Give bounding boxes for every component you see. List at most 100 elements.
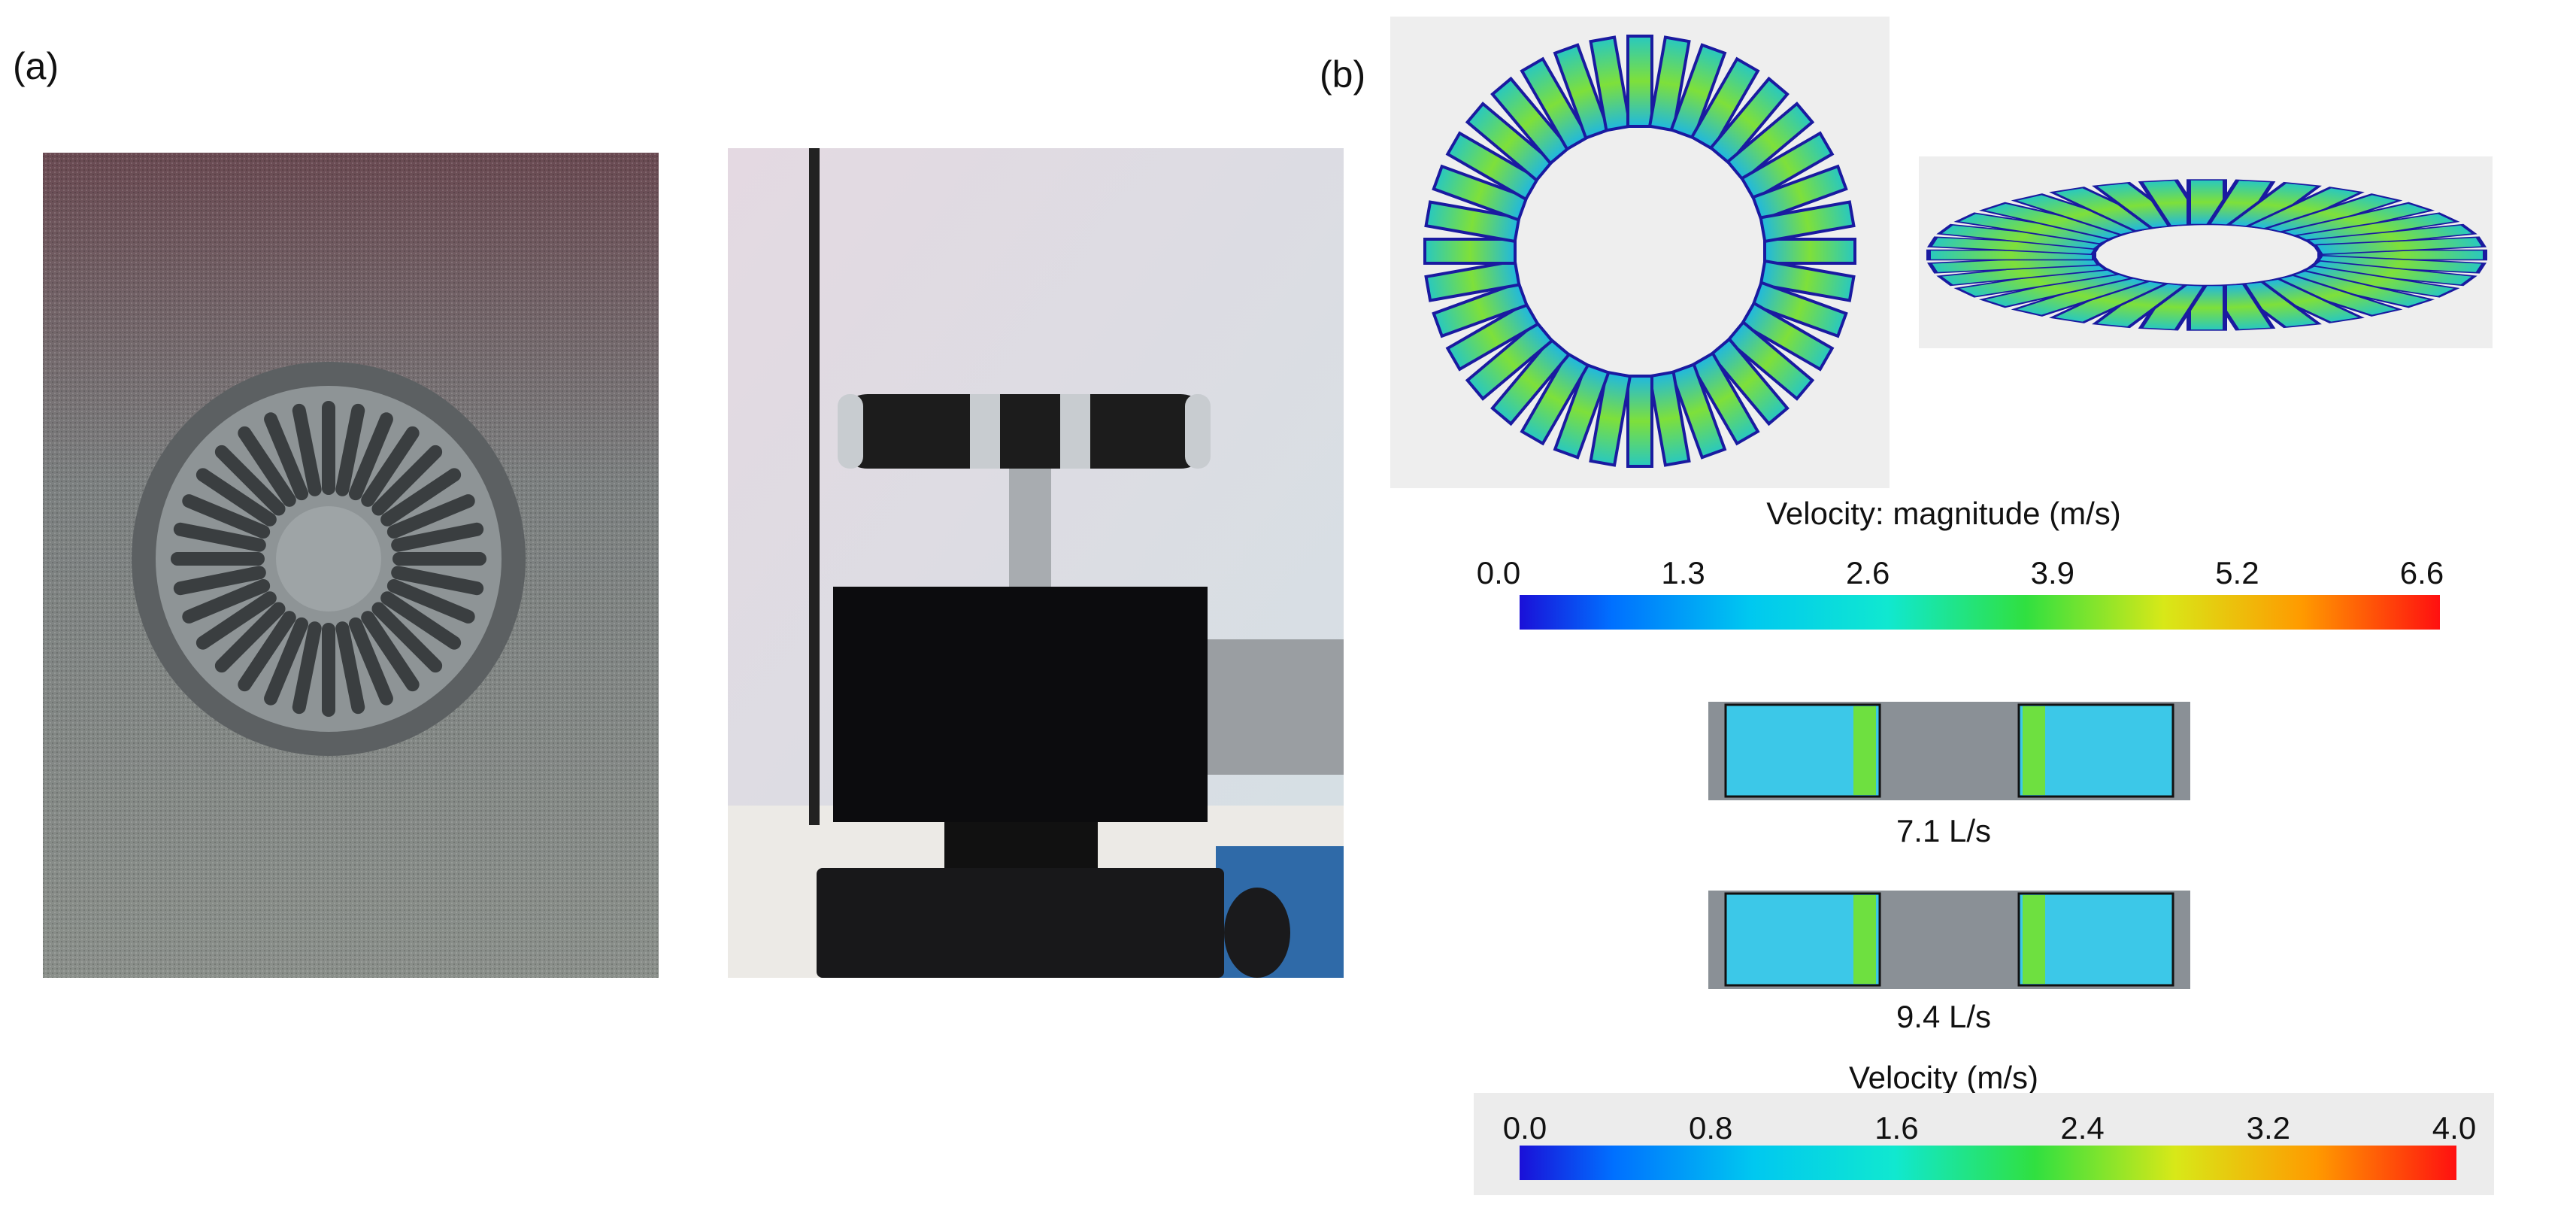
diffuser-slot (238, 611, 296, 692)
diffuser-slot (238, 426, 296, 507)
colorbar-tick-label: 2.6 (1846, 555, 1890, 590)
cfd-slot (1647, 35, 1691, 132)
monitor-base (944, 822, 1098, 871)
colorbar-tick-label: 6.6 (2400, 555, 2444, 590)
diffuser-slot (348, 412, 393, 501)
panel-label: (b) (1320, 53, 1365, 96)
colorbar-tick-label: 3.9 (2031, 555, 2074, 590)
diffuser-slot (348, 617, 393, 706)
colorbar-tick-label: 3.2 (2247, 1110, 2290, 1146)
cfd-slot (1740, 131, 1835, 202)
diffuser-slot (264, 617, 309, 706)
case-label: 9.4 L/s (1896, 999, 1991, 1034)
diffuser-slot (264, 412, 309, 501)
cfd-slot (1740, 301, 1835, 372)
cfd-slot (1520, 351, 1590, 446)
colorbar-title: Velocity: magnitude (m/s) (1766, 496, 2121, 531)
diffuser-slot (195, 468, 277, 527)
pole (809, 148, 820, 825)
cfd-slot (1669, 362, 1727, 460)
side-jet (2023, 706, 2045, 795)
diffuser-photo (43, 153, 659, 978)
mouse (1224, 888, 1290, 978)
device-cap (1185, 394, 1211, 469)
cfd-slot (1626, 35, 1653, 128)
diffuser-slot (386, 494, 475, 539)
desk-photo (728, 148, 1344, 978)
diffuser-slot (391, 566, 484, 596)
diffuser-slot (182, 494, 271, 539)
panel-label: (a) (13, 45, 59, 87)
diffuser-slot (391, 522, 484, 552)
side-device (1184, 639, 1344, 775)
cfd-slot (1750, 281, 1848, 338)
cfd-slot (1589, 370, 1632, 467)
diffuser-slot (322, 401, 335, 495)
cfd-side-views (1708, 702, 2190, 989)
device-bar (838, 394, 1211, 469)
diffuser-slot (361, 426, 420, 507)
side-jet (2023, 895, 2045, 984)
cfd-slot (1759, 259, 1856, 302)
cfd-slot (1553, 43, 1611, 141)
diffuser-slot (380, 468, 462, 527)
colorbar-tick-label: 0.0 (1477, 555, 1520, 590)
colorbar-title: Velocity (m/s) (1849, 1060, 2038, 1095)
cfd-slot (1424, 259, 1521, 302)
case-label: 7.1 L/s (1896, 813, 1991, 848)
device-cap (838, 394, 863, 469)
colorbar-tick-label: 0.8 (1689, 1110, 1732, 1146)
cfd-slot (1445, 131, 1540, 202)
cfd-slot (2312, 236, 2487, 256)
diffuser-slot (386, 578, 475, 624)
cfd-slot (1626, 375, 1653, 468)
diffuser-slot (182, 578, 271, 624)
cfd-slot (1690, 56, 1760, 151)
stand-column (1009, 451, 1051, 594)
diffuser-slot (371, 445, 443, 516)
cfd-slot (1432, 164, 1529, 222)
cfd-slot (1424, 200, 1521, 244)
diffuser-slot (214, 445, 286, 516)
diffuser-slot (292, 621, 322, 715)
cfd-oblique-slots (1926, 179, 2487, 331)
colorbar-tick-label: 1.3 (1661, 555, 1705, 590)
diffuser-slot (361, 611, 420, 692)
colorbar-tick-label: 4.0 (2432, 1110, 2476, 1146)
cfd-slot (1465, 320, 1554, 401)
diffuser-center (276, 506, 381, 612)
keyboard (817, 868, 1224, 978)
colorbar (1520, 1146, 2456, 1180)
cfd-slot (1669, 43, 1727, 141)
cfd-slot (1589, 35, 1632, 132)
colorbar-tick-label: 5.2 (2215, 555, 2259, 590)
diffuser-slot (371, 602, 443, 673)
cfd-slot (1708, 76, 1790, 165)
diffuser-slot (214, 602, 286, 673)
cfd-slot (1647, 370, 1691, 467)
diffuser-slot (335, 403, 365, 496)
cfd-slot (1750, 164, 1848, 222)
colorbar (1520, 595, 2440, 630)
diffuser-slot (322, 623, 335, 717)
cfd-slot (1726, 102, 1815, 183)
cfd-slot (1432, 281, 1529, 338)
cfd-slot (1763, 238, 1856, 265)
monitor (833, 587, 1208, 822)
colorbar-tick-label: 2.4 (2060, 1110, 2104, 1146)
cfd-slots (1423, 35, 1856, 468)
diffuser-slot (335, 621, 365, 715)
diffuser-slot (171, 552, 265, 566)
diffuser-slot (292, 403, 322, 496)
cfd-slot (1553, 362, 1611, 460)
diffuser-slot (173, 522, 266, 552)
cfd-slot (1465, 102, 1554, 183)
cfd-slot (1490, 337, 1571, 426)
cfd-slot (1423, 238, 1517, 265)
colorbar-tick-label: 1.6 (1874, 1110, 1918, 1146)
cfd-slot (1726, 320, 1815, 401)
diffuser-slot (173, 566, 266, 596)
cfd-slot (1520, 56, 1590, 151)
